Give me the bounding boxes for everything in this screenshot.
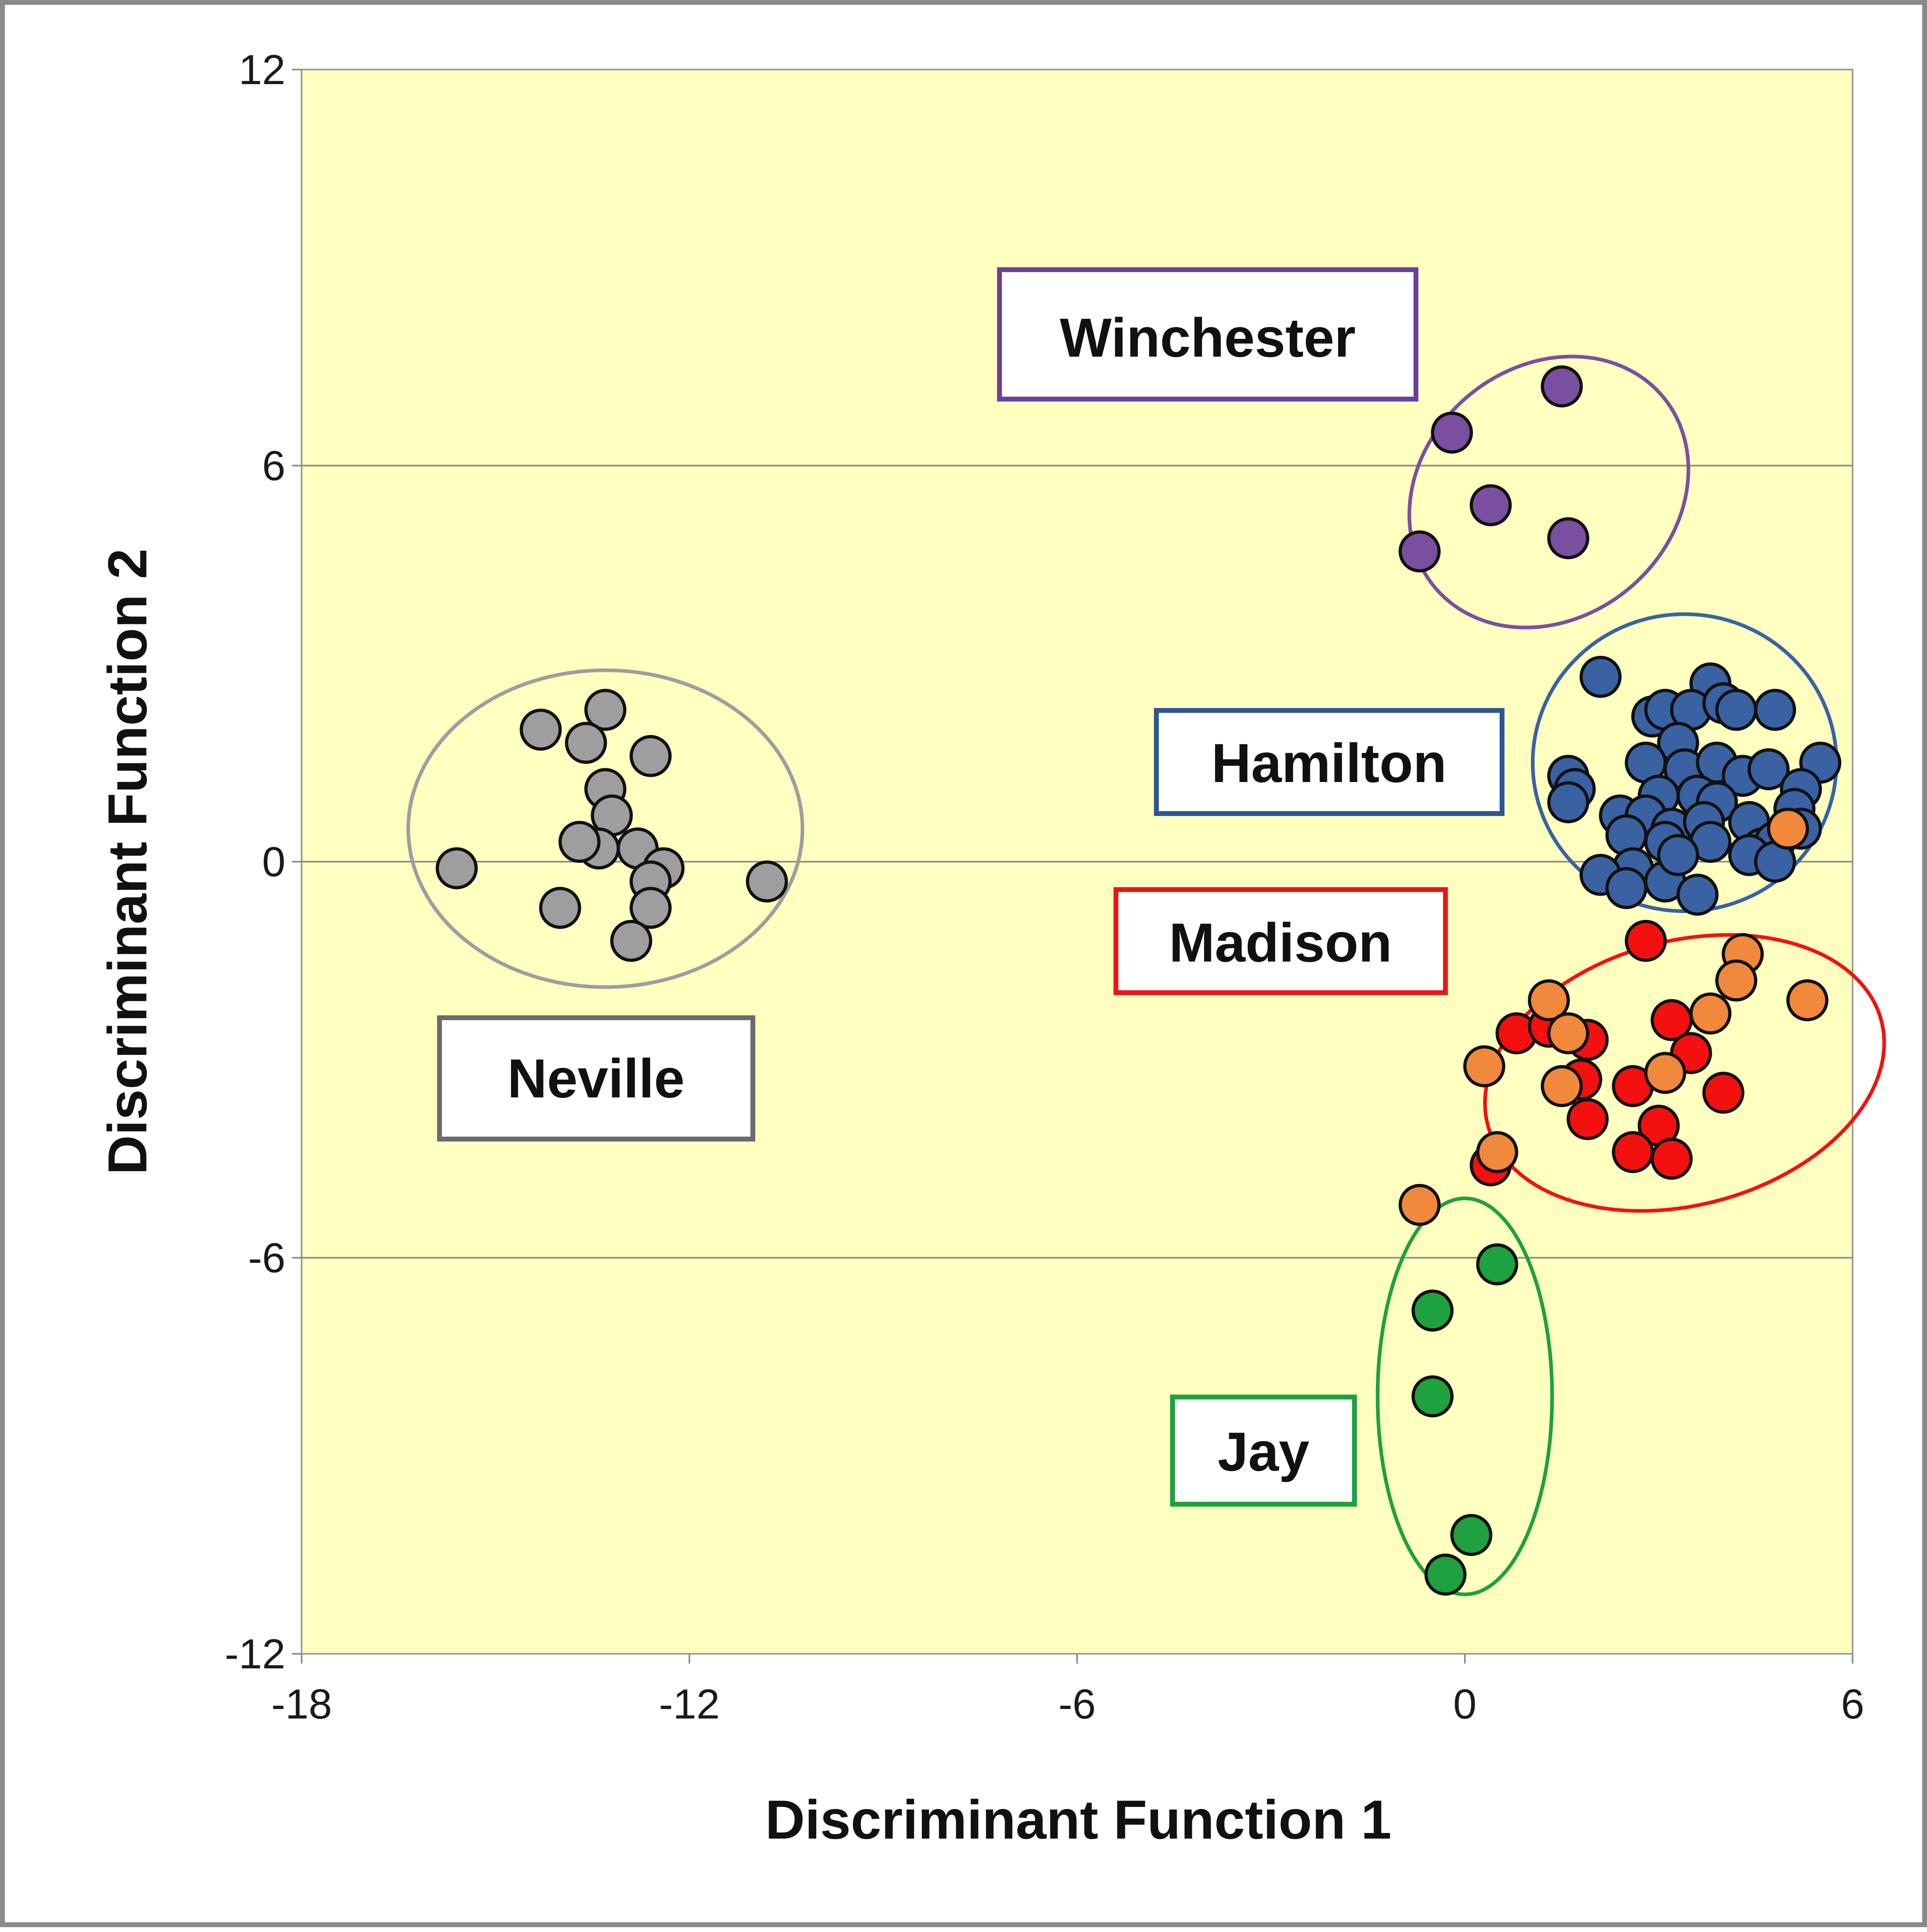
y-tick-label: -6: [248, 1235, 285, 1282]
data-point: [1579, 655, 1622, 698]
x-axis: -18 -12 -6 0 6: [271, 1654, 1864, 1728]
group-ellipse: [1376, 1196, 1554, 1596]
group-ellipse: [406, 668, 805, 989]
data-point: [1463, 1045, 1505, 1088]
data-point: [1547, 781, 1589, 824]
data-point: [1786, 979, 1829, 1021]
data-point: [1424, 1554, 1467, 1596]
label-box-jay: Jay: [1170, 1395, 1357, 1507]
data-point: [1431, 411, 1473, 454]
label-box-madison: Madison: [1114, 887, 1448, 995]
x-tick-label: -12: [659, 1681, 720, 1728]
data-point: [435, 847, 478, 890]
data-point: [1715, 689, 1758, 731]
y-axis-title: Discriminant Function 2: [97, 548, 158, 1175]
data-point: [1767, 807, 1809, 850]
x-axis-title: Discriminant Function 1: [765, 1789, 1391, 1850]
data-point: [630, 887, 672, 929]
data-point: [1399, 1184, 1441, 1226]
label-box-neville: Neville: [437, 1015, 755, 1141]
data-point: [1676, 873, 1719, 916]
data-point: [1476, 1243, 1518, 1285]
data-point: [610, 919, 653, 962]
y-axis: 12 6 0 -6 -12: [225, 47, 302, 1678]
data-points: [435, 365, 1842, 1596]
x-tick-label: 6: [1841, 1681, 1864, 1728]
x-tick-label: -18: [271, 1681, 332, 1728]
data-point: [630, 735, 672, 777]
data-point: [1547, 517, 1589, 560]
data-point: [1547, 1012, 1589, 1055]
data-point: [1540, 365, 1583, 408]
data-point: [1747, 748, 1790, 791]
y-tick-label: 0: [262, 839, 285, 886]
data-point: [1540, 1065, 1583, 1108]
data-point: [1702, 1072, 1745, 1114]
data-point: [746, 860, 788, 903]
data-point: [565, 722, 607, 764]
label-madison: Madison: [1169, 912, 1392, 973]
data-point: [1469, 484, 1512, 526]
data-point: [520, 708, 562, 751]
data-point: [1450, 1514, 1492, 1556]
x-tick-label: -6: [1059, 1681, 1096, 1728]
data-point: [1689, 992, 1732, 1035]
label-hamilton: Hamilton: [1211, 732, 1447, 794]
data-point: [1625, 919, 1667, 962]
label-winchester: Winchester: [1060, 307, 1356, 368]
label-box-hamilton: Hamilton: [1154, 708, 1504, 816]
group-ellipse: [1407, 355, 1690, 630]
data-point: [1657, 834, 1699, 876]
data-point: [1476, 1131, 1518, 1173]
data-point: [1754, 689, 1796, 731]
y-tick-label: 6: [262, 443, 285, 490]
data-point: [539, 887, 581, 929]
y-tick-label: 12: [239, 47, 285, 93]
label-jay: Jay: [1218, 1421, 1310, 1482]
data-point: [1411, 1375, 1454, 1418]
x-tick-label: 0: [1453, 1681, 1477, 1728]
data-point: [1399, 530, 1441, 573]
data-point: [1715, 959, 1758, 1002]
data-point: [558, 821, 601, 863]
data-point: [1612, 1131, 1654, 1173]
label-neville: Neville: [507, 1048, 685, 1109]
data-point: [1644, 1052, 1686, 1094]
data-point: [1528, 979, 1570, 1021]
data-point: [1411, 1289, 1454, 1332]
y-tick-label: -12: [225, 1631, 285, 1678]
data-point: [1605, 867, 1648, 909]
label-box-winchester: Winchester: [997, 267, 1418, 402]
data-point: [1650, 1137, 1693, 1180]
data-point: [584, 689, 627, 731]
data-point: [1566, 1098, 1609, 1140]
